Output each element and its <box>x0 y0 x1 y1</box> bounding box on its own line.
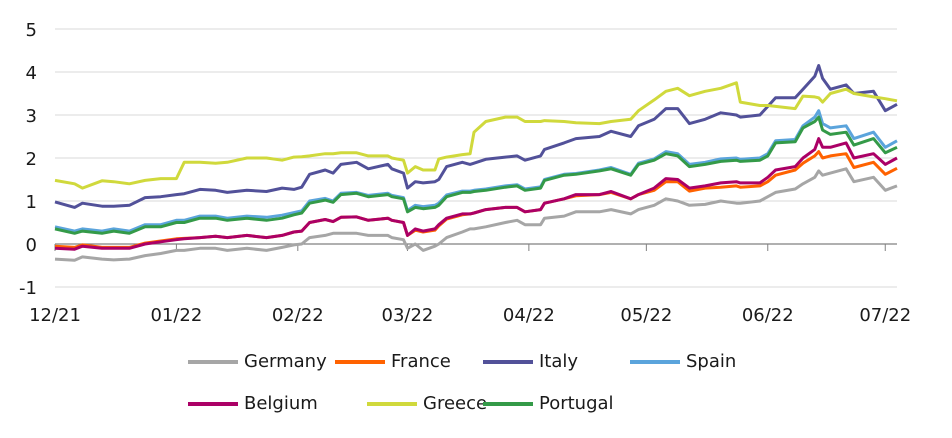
y-tick-label: -1 <box>19 278 37 299</box>
x-tick-label: 02/22 <box>272 305 324 326</box>
legend-label: Belgium <box>244 393 318 414</box>
legend-swatch-portugal <box>483 401 533 406</box>
x-tick-label: 05/22 <box>620 305 672 326</box>
legend-label: Greece <box>423 393 488 414</box>
legend-label: Portugal <box>539 393 614 414</box>
y-tick-label: 5 <box>26 20 37 41</box>
legend-swatch-france <box>335 359 385 364</box>
y-tick-label: 3 <box>26 106 37 127</box>
legend-item-greece: Greece <box>367 393 487 414</box>
legend-label: France <box>391 351 451 372</box>
x-tick-label: 01/22 <box>150 305 202 326</box>
x-tick-label: 04/22 <box>503 305 555 326</box>
legend-label: Italy <box>539 351 579 372</box>
series-lines <box>54 64 898 262</box>
x-tick-label: 07/22 <box>859 305 911 326</box>
x-tick-label: 06/22 <box>742 305 794 326</box>
x-tick-label: 03/22 <box>382 305 434 326</box>
gridlines <box>55 28 897 288</box>
x-tick-label: 12/21 <box>29 305 81 326</box>
y-axis-labels: -1 0 1 2 3 4 5 <box>19 20 37 299</box>
y-tick-label: 2 <box>26 149 37 170</box>
legend-swatch-greece <box>367 401 417 406</box>
series-line-germany <box>54 167 898 262</box>
legend-swatch-spain <box>630 359 680 364</box>
legend-label: Spain <box>686 351 737 372</box>
legend-item-italy: Italy <box>483 351 578 372</box>
y-tick-label: 4 <box>26 63 37 84</box>
legend-swatch-italy <box>483 359 533 364</box>
legend-item-portugal: Portugal <box>483 393 614 414</box>
series-line-greece <box>54 81 898 190</box>
series-line-belgium <box>54 137 898 251</box>
y-tick-label: 0 <box>26 235 37 256</box>
x-axis: 12/21 01/22 02/22 03/22 04/22 05/22 06/22 07/22 <box>29 243 911 326</box>
series-line-portugal <box>54 115 898 235</box>
legend-swatch-germany <box>188 359 238 364</box>
legend-item-belgium: Belgium <box>188 393 318 414</box>
legend-item-france: France <box>335 351 451 372</box>
series-line-italy <box>54 64 898 209</box>
legend-label: Germany <box>244 351 327 372</box>
legend-item-spain: Spain <box>630 351 736 372</box>
y-tick-label: 1 <box>26 192 37 213</box>
legend-item-germany: Germany <box>188 351 327 372</box>
legend-swatch-belgium <box>188 401 238 406</box>
